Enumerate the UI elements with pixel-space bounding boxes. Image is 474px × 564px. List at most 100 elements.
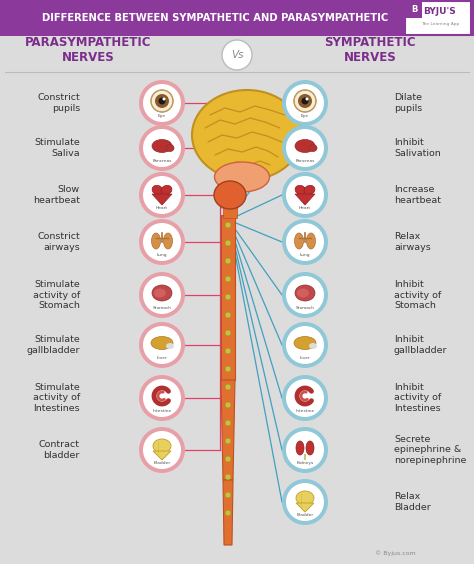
Circle shape	[282, 80, 328, 126]
Circle shape	[143, 326, 181, 364]
Circle shape	[282, 427, 328, 473]
Text: Relax
Bladder: Relax Bladder	[394, 492, 431, 512]
Text: Heart: Heart	[299, 206, 311, 210]
Text: Bladder: Bladder	[154, 461, 171, 465]
Text: SYMPATHETIC
NERVES: SYMPATHETIC NERVES	[324, 36, 416, 64]
Polygon shape	[296, 503, 314, 512]
Polygon shape	[221, 380, 235, 480]
Circle shape	[143, 379, 181, 417]
Circle shape	[286, 129, 324, 167]
Circle shape	[225, 222, 231, 228]
Circle shape	[225, 420, 231, 426]
Ellipse shape	[297, 289, 309, 297]
Ellipse shape	[294, 233, 303, 249]
Circle shape	[286, 84, 324, 122]
Text: Stimulate
gallbladder: Stimulate gallbladder	[27, 336, 80, 355]
FancyBboxPatch shape	[0, 0, 474, 36]
Circle shape	[282, 219, 328, 265]
Ellipse shape	[295, 186, 306, 195]
Text: Slow
heartbeat: Slow heartbeat	[33, 186, 80, 205]
Circle shape	[225, 240, 231, 246]
Circle shape	[222, 40, 252, 70]
Ellipse shape	[295, 139, 315, 152]
Text: Kidneys: Kidneys	[296, 461, 314, 465]
Circle shape	[143, 84, 181, 122]
Text: Inhibit
activity of
Intestines: Inhibit activity of Intestines	[394, 383, 441, 413]
Circle shape	[151, 90, 173, 112]
Polygon shape	[153, 451, 171, 460]
Circle shape	[143, 276, 181, 314]
Ellipse shape	[294, 337, 316, 350]
Ellipse shape	[307, 233, 316, 249]
Circle shape	[225, 276, 231, 282]
Circle shape	[294, 90, 316, 112]
Circle shape	[143, 431, 181, 469]
Text: Lung: Lung	[157, 253, 167, 257]
Text: Intestine: Intestine	[152, 409, 172, 413]
Circle shape	[306, 98, 309, 100]
Circle shape	[286, 223, 324, 261]
Circle shape	[139, 219, 185, 265]
Circle shape	[139, 125, 185, 171]
Text: Secrete
epinephrine &
norepinephrine: Secrete epinephrine & norepinephrine	[394, 435, 466, 465]
Circle shape	[282, 375, 328, 421]
Text: Increase
heartbeat: Increase heartbeat	[394, 186, 441, 205]
Ellipse shape	[152, 186, 163, 195]
Polygon shape	[221, 215, 235, 380]
Circle shape	[143, 176, 181, 214]
Circle shape	[298, 94, 312, 108]
Circle shape	[225, 258, 231, 264]
Circle shape	[225, 402, 231, 408]
Text: The Learning App: The Learning App	[421, 22, 459, 26]
Text: Pancreas: Pancreas	[152, 159, 172, 163]
Ellipse shape	[192, 90, 302, 180]
Text: Constrict
airways: Constrict airways	[37, 232, 80, 252]
Circle shape	[225, 438, 231, 444]
Text: Stimulate
Saliva: Stimulate Saliva	[34, 138, 80, 158]
Circle shape	[139, 322, 185, 368]
Circle shape	[282, 125, 328, 171]
Text: Inhibit
activity of
Stomach: Inhibit activity of Stomach	[394, 280, 441, 310]
Ellipse shape	[153, 439, 171, 453]
Circle shape	[143, 129, 181, 167]
Text: Eye: Eye	[301, 114, 309, 118]
Ellipse shape	[296, 491, 314, 505]
FancyBboxPatch shape	[405, 1, 471, 35]
Text: Vs: Vs	[231, 50, 243, 60]
Text: Contract
bladder: Contract bladder	[39, 440, 80, 460]
Ellipse shape	[152, 285, 172, 301]
Circle shape	[225, 366, 231, 372]
Circle shape	[139, 80, 185, 126]
Ellipse shape	[306, 441, 314, 455]
Text: PARASYMPATHETIC
NERVES: PARASYMPATHETIC NERVES	[25, 36, 151, 64]
Circle shape	[225, 456, 231, 462]
Text: Inhibit
Salivation: Inhibit Salivation	[394, 138, 441, 158]
Text: Intestine: Intestine	[295, 409, 315, 413]
Text: B: B	[411, 6, 417, 15]
Text: BYJU'S: BYJU'S	[424, 7, 456, 16]
Text: Bladder: Bladder	[296, 513, 314, 517]
Circle shape	[158, 98, 165, 104]
Circle shape	[225, 348, 231, 354]
Circle shape	[286, 176, 324, 214]
Circle shape	[155, 94, 169, 108]
Circle shape	[139, 172, 185, 218]
Ellipse shape	[164, 233, 173, 249]
Text: DIFFERENCE BETWEEN SYMPATHETIC AND PARASYMPATHETIC: DIFFERENCE BETWEEN SYMPATHETIC AND PARAS…	[42, 13, 388, 23]
Circle shape	[286, 431, 324, 469]
Text: Dilate
pupils: Dilate pupils	[394, 93, 422, 113]
Circle shape	[282, 172, 328, 218]
Circle shape	[163, 98, 165, 100]
Polygon shape	[152, 194, 172, 205]
Circle shape	[143, 223, 181, 261]
Ellipse shape	[154, 289, 166, 297]
Polygon shape	[295, 194, 315, 205]
Ellipse shape	[161, 186, 172, 195]
Circle shape	[225, 510, 231, 516]
Text: Heart: Heart	[156, 206, 168, 210]
Circle shape	[286, 276, 324, 314]
Circle shape	[286, 379, 324, 417]
Circle shape	[139, 375, 185, 421]
Circle shape	[225, 294, 231, 300]
Text: Eye: Eye	[158, 114, 166, 118]
